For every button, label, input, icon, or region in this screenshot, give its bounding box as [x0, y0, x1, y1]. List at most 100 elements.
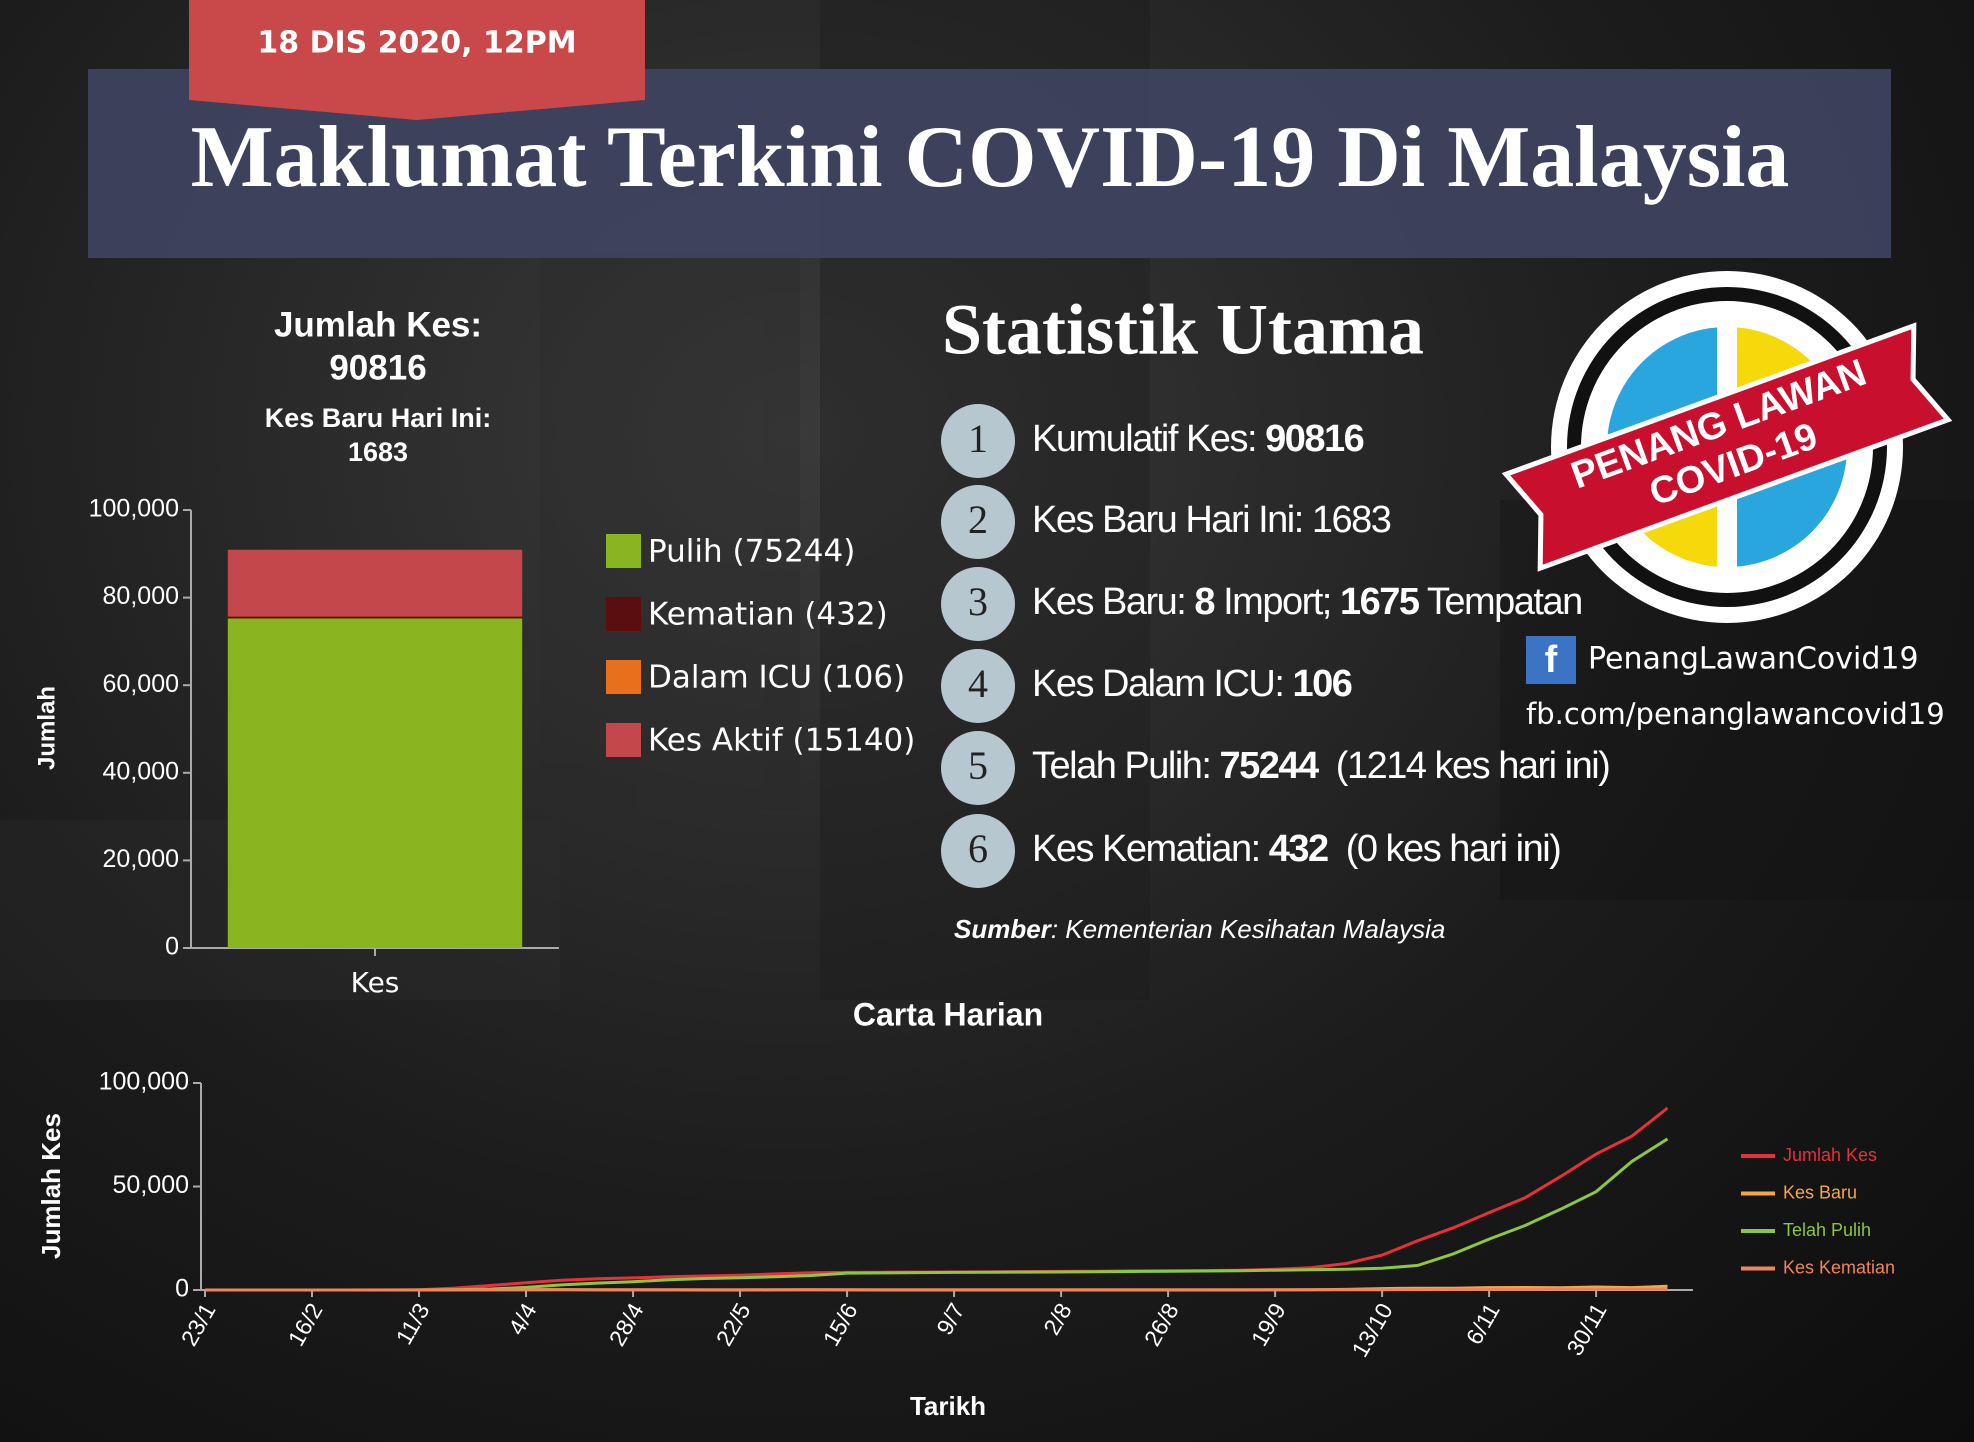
- date: 18 DIS 2020, 12PM: [257, 26, 576, 61]
- x-tick-label: 26/8: [1139, 1299, 1184, 1351]
- stat-label: Telah Pulih:: [1032, 745, 1220, 787]
- legend-swatch: [606, 660, 641, 694]
- x-tick-label: 22/5: [711, 1299, 756, 1351]
- stat-value: 90816: [1265, 418, 1364, 460]
- stat-value: 432: [1269, 828, 1328, 870]
- legend-label: Kes Kematian: [1783, 1257, 1895, 1277]
- y-tick-label: 100,000: [99, 1068, 189, 1096]
- stat-number: 3: [968, 579, 988, 624]
- x-tick-label: 30/11: [1561, 1299, 1611, 1360]
- stat-label: Kes Baru Hari Ini: 1683: [1032, 499, 1391, 541]
- legend-label: Dalam ICU (106): [648, 660, 905, 696]
- x-tick-label: 15/6: [818, 1299, 863, 1351]
- legend-label: Pulih (75244): [648, 534, 855, 570]
- legend-swatch: [606, 597, 641, 631]
- stat-badge: [941, 731, 1015, 805]
- x-tick-label: 13/10: [1346, 1299, 1397, 1362]
- stat-number: 2: [968, 497, 988, 542]
- y-tick-label: 60,000: [103, 670, 179, 698]
- stat-badge: [941, 404, 1015, 478]
- y-tick-label: 40,000: [103, 757, 179, 785]
- x-tick-label: 23/1: [176, 1299, 221, 1351]
- y-tick-label: 80,000: [103, 582, 179, 610]
- stat-label: Tempatan: [1418, 581, 1581, 623]
- facebook-name: PenangLawanCovid19: [1588, 642, 1919, 677]
- stat-number: 1: [968, 416, 988, 461]
- legend-label: Kematian (432): [648, 597, 888, 633]
- legend-label: Jumlah Kes: [1783, 1145, 1877, 1165]
- x-tick-label: Kes: [351, 966, 400, 999]
- bar-chart-title: Jumlah Kes:: [274, 305, 482, 344]
- x-tick-label: 19/9: [1246, 1299, 1291, 1351]
- bar-segment: [227, 616, 523, 619]
- stat-value: 106: [1292, 663, 1351, 705]
- line-chart-title: Carta Harian: [853, 996, 1043, 1032]
- bar-chart-subtitle: 1683: [348, 437, 408, 467]
- stat-text: Kes Baru: 8 Import; 1675 Tempatan: [1032, 581, 1582, 623]
- y-tick-label: 0: [165, 933, 179, 961]
- bar-chart-subtitle: Kes Baru Hari Ini:: [265, 403, 492, 433]
- source-text: : Kementerian Kesihatan Malaysia: [1051, 914, 1446, 944]
- stat-label: (1214 kes hari ini): [1318, 745, 1610, 787]
- x-tick-label: 11/3: [391, 1299, 435, 1349]
- x-tick-label: 9/7: [931, 1299, 970, 1340]
- stat-text: Kumulatif Kes: 90816: [1032, 418, 1364, 460]
- stat-label: Kes Baru:: [1032, 581, 1194, 623]
- stat-value: 8: [1194, 581, 1214, 623]
- stat-label: Kes Dalam ICU:: [1032, 663, 1292, 705]
- line-series: [205, 1137, 1669, 1292]
- stat-text: Kes Dalam ICU: 106: [1032, 663, 1352, 705]
- y-axis-label: Jumlah: [33, 686, 60, 770]
- source-label: Sumber: [954, 914, 1053, 944]
- x-tick-label: 16/2: [283, 1299, 328, 1351]
- logo: PENANG LAWAN COVID-19: [1501, 271, 1953, 623]
- y-tick-label: 100,000: [89, 495, 179, 523]
- date-banner: [189, 0, 645, 120]
- legend-label: Kes Baru: [1783, 1182, 1857, 1202]
- legend-swatch: [606, 723, 641, 757]
- y-tick-label: 20,000: [103, 845, 179, 873]
- y-tick-label: 50,000: [113, 1171, 189, 1199]
- line-series: [205, 1287, 1668, 1292]
- logo-ribbon: [1501, 322, 1953, 572]
- x-axis-label: Tarikh: [910, 1391, 986, 1421]
- x-tick-label: 2/8: [1038, 1299, 1077, 1340]
- y-tick-label: 0: [175, 1275, 189, 1303]
- source: Sumber: Kementerian Kesihatan Malaysia: [954, 914, 1445, 944]
- facebook-icon: [1526, 636, 1576, 684]
- stat-badge: [941, 649, 1015, 723]
- x-tick-label: 4/4: [503, 1298, 542, 1339]
- stats-list: 1 Kumulatif Kes: 90816 2 Kes Baru Hari Ini:…: [941, 404, 1611, 888]
- page-title: Maklumat Terkini COVID-19 Di Malaysia: [191, 109, 1790, 206]
- x-tick-label: 6/11: [1461, 1299, 1505, 1349]
- legend-label: Kes Aktif (15140): [648, 723, 915, 759]
- stat-text: Kes Kematian: 432 (0 kes hari ini): [1032, 828, 1560, 870]
- stat-number: 4: [968, 661, 988, 706]
- x-tick-label: 28/4: [604, 1298, 649, 1350]
- bar-chart-title: 90816: [329, 348, 426, 387]
- bg-block: [540, 250, 800, 810]
- facebook-icon-letter: f: [1545, 639, 1558, 681]
- bar-segment: [227, 618, 523, 948]
- bar-segment: [227, 549, 523, 617]
- facebook-url: fb.com/penanglawancovid19: [1526, 697, 1945, 731]
- y-axis-label: Jumlah Kes: [36, 1113, 66, 1259]
- stat-number: 6: [968, 826, 988, 871]
- stat-value: 1675: [1340, 581, 1420, 623]
- stat-label: (0 kes hari ini): [1328, 828, 1561, 870]
- stat-label: Import;: [1214, 581, 1340, 623]
- stat-badge: [941, 485, 1015, 559]
- stat-badge: [941, 814, 1015, 888]
- stat-value: 75244: [1220, 745, 1320, 787]
- stat-number: 5: [968, 743, 988, 788]
- stat-label: Kes Kematian:: [1032, 828, 1269, 870]
- legend-swatch: [606, 534, 641, 568]
- stat-text: Kes Baru Hari Ini: 1683: [1032, 499, 1391, 541]
- legend-label: Telah Pulih: [1783, 1220, 1871, 1240]
- stat-text: Telah Pulih: 75244 (1214 kes hari ini): [1032, 745, 1609, 787]
- line-series: [205, 1106, 1669, 1292]
- stat-label: Kumulatif Kes:: [1032, 418, 1265, 460]
- stat-badge: [941, 567, 1015, 641]
